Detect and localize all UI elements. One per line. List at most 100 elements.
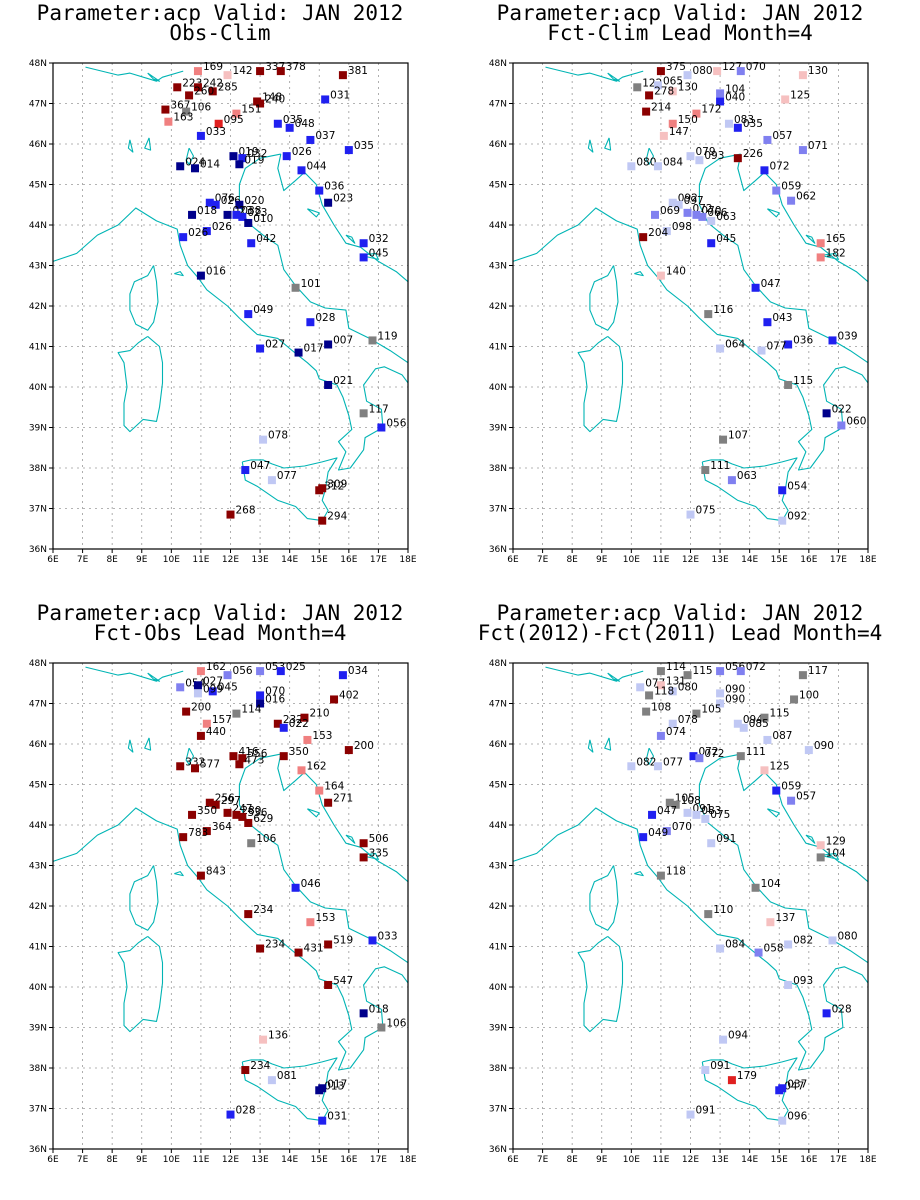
station-value-label: 049 [648, 827, 668, 839]
lon-tick-label: 15E [771, 1155, 788, 1165]
lat-tick-label: 42N [489, 902, 507, 912]
station-value-label: 077 [663, 756, 683, 768]
station-marker [724, 119, 733, 128]
lon-tick-label: 14E [741, 1155, 758, 1165]
station-value-label: 200 [354, 740, 374, 752]
coastline [698, 753, 869, 964]
coastline [577, 935, 624, 1033]
station-marker [282, 152, 291, 161]
station-value-label: 074 [666, 726, 686, 738]
lat-tick-label: 38N [489, 464, 507, 474]
station-value-label: 037 [787, 1078, 807, 1090]
station-value-label: 131 [666, 675, 686, 687]
station-value-label: 547 [333, 975, 353, 987]
lon-tick-label: 6E [47, 1155, 59, 1165]
lon-tick-label: 6E [47, 555, 59, 565]
coastline [117, 935, 164, 1033]
station-marker [716, 97, 725, 106]
lat-tick-label: 38N [489, 1064, 507, 1074]
station-marker [241, 1066, 250, 1075]
station-value-label: 094 [728, 1030, 748, 1042]
coastline [277, 153, 409, 283]
lon-tick-label: 16E [340, 1155, 357, 1165]
station-marker [716, 944, 725, 953]
station-value-label: 309 [327, 478, 347, 490]
station-marker [760, 713, 769, 722]
station-marker [653, 81, 662, 90]
station-value-label: 169 [203, 61, 223, 73]
station-marker [259, 1035, 268, 1044]
station-marker [247, 239, 256, 248]
lat-tick-label: 41N [29, 343, 47, 353]
station-marker [273, 119, 282, 128]
map-panel-obs-clim: Parameter:acp Valid: JAN 2012 Obs-Clim 6… [0, 0, 440, 580]
lat-tick-label: 46N [29, 140, 47, 150]
station-value-label: 047 [784, 1080, 804, 1092]
station-value-label: 083 [701, 805, 721, 817]
coastline [147, 72, 161, 82]
station-marker [256, 67, 265, 76]
station-marker [276, 667, 285, 676]
station-value-label: 117 [369, 403, 389, 415]
station-value-label: 119 [378, 330, 398, 342]
station-value-label: 045 [218, 681, 238, 693]
lat-tick-label: 48N [29, 59, 47, 69]
station-value-label: 076 [215, 193, 235, 205]
station-marker [662, 227, 671, 236]
coastline [52, 807, 409, 1071]
station-value-label: 021 [333, 375, 353, 387]
station-value-label: 179 [737, 1070, 757, 1082]
station-value-label: 271 [333, 793, 353, 805]
station-value-label: 062 [796, 191, 816, 203]
station-value-label: 037 [315, 130, 335, 142]
station-value-label: 080 [636, 156, 656, 168]
station-value-label: 157 [212, 714, 232, 726]
station-value-label: 118 [666, 866, 686, 878]
coastline [512, 807, 869, 1071]
station-marker [226, 510, 235, 519]
station-marker [645, 91, 654, 100]
station-marker [695, 754, 704, 763]
station-marker [205, 798, 214, 807]
coastline [645, 747, 655, 765]
station-value-label: 019 [244, 154, 264, 166]
station-marker [279, 723, 288, 732]
station-value-label: 242 [203, 77, 223, 89]
station-value-label: 114 [241, 704, 261, 716]
station-marker [778, 516, 787, 525]
coastline [587, 739, 594, 753]
station-marker [256, 944, 265, 953]
map-canvas: 6E 7E 8E 9E 10E 11E 12E 13E 14E 15E 16E 17E 18E 36N 37… [29, 659, 417, 1165]
station-marker [683, 208, 692, 217]
station-marker [276, 67, 285, 76]
station-value-label: 027 [265, 339, 285, 351]
station-marker [656, 731, 665, 740]
station-value-label: 071 [808, 140, 828, 152]
station-value-label: 078 [268, 430, 288, 442]
station-value-label: 226 [743, 148, 763, 160]
station-marker [232, 109, 241, 118]
station-marker [822, 1009, 831, 1018]
station-value-label: 065 [663, 75, 683, 87]
station-value-label: 018 [197, 205, 217, 217]
panel-title: Parameter:acp Valid: JAN 2012 [36, 1, 404, 25]
station-value-label: 036 [793, 334, 813, 346]
station-value-label: 111 [710, 460, 730, 472]
station-value-label: 095 [224, 114, 244, 126]
station-marker [338, 671, 347, 680]
station-marker [229, 752, 238, 761]
station-marker [202, 719, 211, 728]
station-marker [214, 119, 223, 128]
station-marker [627, 162, 636, 171]
lon-tick-label: 11E [192, 1155, 209, 1165]
lat-tick-label: 40N [29, 983, 47, 993]
panel-subtitle: Fct(2012)-Fct(2011) Lead Month=4 [477, 621, 883, 645]
station-marker [318, 1116, 327, 1125]
station-marker [656, 271, 665, 280]
coastline [604, 137, 612, 151]
station-marker [816, 853, 825, 862]
station-value-label: 094 [743, 714, 763, 726]
station-value-label: 440 [206, 726, 226, 738]
station-marker [686, 1110, 695, 1119]
station-value-label: 022 [289, 718, 309, 730]
